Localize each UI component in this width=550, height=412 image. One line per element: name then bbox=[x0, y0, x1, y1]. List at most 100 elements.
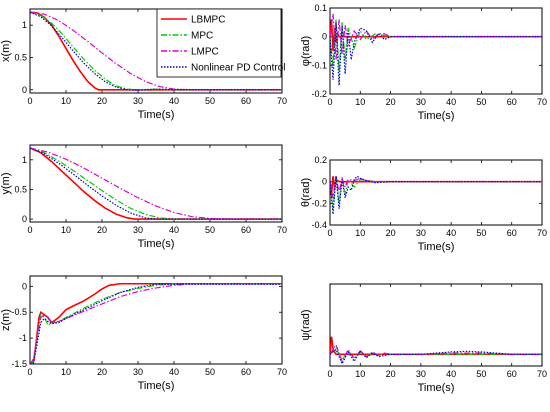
y-tick-label: 1 bbox=[22, 20, 27, 30]
y-tick-label: 0 bbox=[322, 32, 327, 42]
legend-box bbox=[156, 8, 282, 78]
x-tick-label: 20 bbox=[386, 228, 396, 238]
series-line-mpc bbox=[30, 147, 282, 220]
x-tick-label: 30 bbox=[133, 225, 143, 235]
legend-label: LBMPC bbox=[191, 15, 225, 26]
x-tick-label: 0 bbox=[327, 228, 332, 238]
series-line-lmpc bbox=[30, 11, 282, 91]
x-tick-label: 0 bbox=[27, 225, 32, 235]
y-tick-label: 0 bbox=[322, 177, 327, 187]
y-tick-label: -0.2 bbox=[311, 198, 327, 208]
series-line-nonlinear-pd-control bbox=[330, 175, 542, 215]
x-tick-label: 30 bbox=[416, 228, 426, 238]
x-axis-label: Time(s) bbox=[418, 382, 455, 394]
x-tick-label: 10 bbox=[355, 369, 365, 379]
x-tick-label: 20 bbox=[386, 369, 396, 379]
x-axis-label: Time(s) bbox=[138, 109, 175, 121]
y-tick-label: -0.5 bbox=[11, 307, 27, 317]
y-axis-label: z(m) bbox=[0, 309, 12, 331]
legend-label: MPC bbox=[191, 31, 213, 42]
y-axis-label: φ(rad) bbox=[300, 36, 312, 66]
x-tick-label: 40 bbox=[169, 367, 179, 377]
panel-theta: 0 10 20 30 40 50 60 70 -0.4 -0.2 0 0.2 Time(s) θ(rad) bbox=[300, 155, 547, 253]
x-axis-label: Time(s) bbox=[138, 238, 175, 250]
x-tick-label: 60 bbox=[241, 367, 251, 377]
y-axis-label: y(m) bbox=[0, 173, 12, 195]
x-axis-label: Time(s) bbox=[418, 241, 455, 253]
panel-phi: 0 10 20 30 40 50 60 70 -0.2 -0.1 0 0.1 Time(s) φ(rad) bbox=[300, 3, 547, 122]
x-axis-label: Time(s) bbox=[418, 110, 455, 122]
x-tick-label: 50 bbox=[205, 225, 215, 235]
x-tick-label: 60 bbox=[507, 97, 517, 107]
panel-z: 0 10 20 30 40 50 60 70 -1.5 -1 -0.5 0 Time(s) z(m) bbox=[0, 275, 287, 392]
x-tick-label: 30 bbox=[416, 97, 426, 107]
x-tick-label: 50 bbox=[476, 369, 486, 379]
panel-y: 0 10 20 30 40 50 60 70 0 0.5 1 Time(s) y(m) bbox=[0, 144, 287, 250]
x-tick-label: 40 bbox=[446, 228, 456, 238]
legend-label: LMPC bbox=[191, 47, 219, 58]
x-tick-label: 60 bbox=[241, 225, 251, 235]
x-tick-label: 0 bbox=[327, 369, 332, 379]
y-axis-label: θ(rad) bbox=[300, 178, 312, 207]
series-line-mpc bbox=[330, 176, 542, 209]
x-tick-label: 70 bbox=[277, 96, 287, 106]
x-tick-label: 40 bbox=[446, 97, 456, 107]
series-line-lmpc bbox=[330, 343, 542, 363]
x-tick-label: 0 bbox=[27, 367, 32, 377]
axes-frame bbox=[329, 283, 543, 367]
y-tick-label: 1 bbox=[22, 155, 27, 165]
x-tick-label: 30 bbox=[416, 369, 426, 379]
series-line-mpc bbox=[30, 11, 282, 91]
series-line-lmpc bbox=[330, 13, 542, 60]
x-axis-label: Time(s) bbox=[138, 380, 175, 392]
y-tick-label: 0 bbox=[22, 214, 27, 224]
x-tick-label: 60 bbox=[507, 369, 517, 379]
axes-frame bbox=[29, 144, 283, 223]
x-tick-label: 20 bbox=[97, 96, 107, 106]
x-tick-label: 70 bbox=[537, 228, 547, 238]
series-line-nonlinear-pd-control bbox=[330, 348, 542, 366]
series-line-lmpc bbox=[30, 283, 282, 364]
y-tick-label: -0.2 bbox=[311, 89, 327, 99]
y-tick-label: -1.5 bbox=[11, 359, 27, 369]
y-tick-label: -1 bbox=[19, 333, 27, 343]
series-line-lbmpc bbox=[30, 282, 282, 364]
series-line-lmpc bbox=[30, 147, 282, 220]
x-tick-label: 30 bbox=[133, 367, 143, 377]
x-tick-label: 10 bbox=[355, 228, 365, 238]
series-line-mpc bbox=[330, 19, 542, 72]
x-tick-label: 40 bbox=[446, 369, 456, 379]
x-tick-label: 50 bbox=[476, 228, 486, 238]
x-tick-label: 10 bbox=[355, 97, 365, 107]
series-line-lmpc bbox=[330, 176, 542, 199]
x-tick-label: 40 bbox=[169, 96, 179, 106]
x-tick-label: 20 bbox=[97, 367, 107, 377]
x-tick-label: 40 bbox=[169, 225, 179, 235]
y-tick-label: -0.1 bbox=[311, 60, 327, 70]
x-tick-label: 0 bbox=[27, 96, 32, 106]
x-tick-label: 50 bbox=[476, 97, 486, 107]
x-tick-label: 70 bbox=[277, 225, 287, 235]
x-tick-label: 30 bbox=[133, 96, 143, 106]
x-tick-label: 70 bbox=[277, 367, 287, 377]
x-tick-label: 60 bbox=[507, 228, 517, 238]
panel-psi: 0 10 20 30 40 50 60 70 Time(s) ψ(rad) bbox=[300, 283, 547, 394]
x-tick-label: 60 bbox=[241, 96, 251, 106]
y-tick-label: 0.5 bbox=[14, 184, 27, 194]
y-axis-label: x(m) bbox=[0, 40, 12, 62]
series-line-nonlinear-pd-control bbox=[30, 283, 282, 364]
x-tick-label: 10 bbox=[61, 367, 71, 377]
y-tick-label: 0.5 bbox=[14, 52, 27, 62]
y-tick-label: 0 bbox=[22, 85, 27, 95]
y-tick-label: 0 bbox=[22, 281, 27, 291]
x-tick-label: 0 bbox=[327, 97, 332, 107]
series-line-lbmpc bbox=[30, 147, 282, 220]
y-tick-label: 0.2 bbox=[314, 155, 327, 165]
y-axis-label: ψ(rad) bbox=[300, 309, 312, 340]
axes-frame bbox=[329, 7, 543, 95]
x-tick-label: 20 bbox=[386, 97, 396, 107]
series-line-nonlinear-pd-control bbox=[30, 11, 282, 92]
x-tick-label: 10 bbox=[61, 96, 71, 106]
axes-frame bbox=[329, 159, 543, 226]
